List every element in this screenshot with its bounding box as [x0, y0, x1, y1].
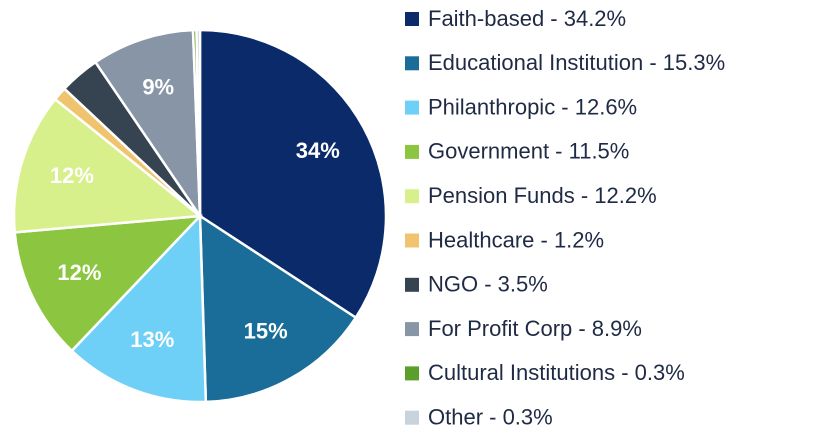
- legend-swatch: [405, 144, 419, 159]
- pie-slice: [70, 212, 208, 404]
- legend-swatch: [405, 233, 419, 248]
- legend-label: Government - 11.5%: [428, 139, 629, 164]
- legend-swatch: [405, 12, 419, 26]
- legend-label: Faith-based - 34.2%: [428, 6, 626, 31]
- legend-label: Other - 0.3%: [428, 405, 553, 429]
- legend-label: Healthcare - 1.2%: [428, 227, 604, 252]
- legend-swatch: [405, 366, 419, 381]
- legend-swatch: [405, 189, 419, 204]
- legend-label: Cultural Institutions - 0.3%: [428, 360, 685, 385]
- legend-label: NGO - 3.5%: [428, 272, 548, 297]
- pie-slice: [12, 97, 204, 234]
- legend-swatch: [405, 410, 419, 425]
- pie-slice: [195, 28, 202, 217]
- pie-slice: [13, 214, 204, 353]
- legend-label: Educational Institution - 15.3%: [428, 50, 725, 75]
- legend-label: Philanthropic - 12.6%: [428, 94, 637, 119]
- pie-slice: [93, 28, 202, 221]
- legend-swatch: [405, 100, 419, 115]
- slice-label: 15%: [244, 319, 288, 344]
- slice-label: 13%: [130, 327, 174, 352]
- slice-label: 12%: [50, 163, 94, 188]
- legend-swatch: [405, 322, 419, 337]
- slice-label: 34%: [296, 138, 340, 163]
- slice-label: 12%: [57, 260, 101, 285]
- legend-swatch: [405, 56, 419, 71]
- legend-label: For Profit Corp - 8.9%: [428, 316, 642, 341]
- slice-label: 9%: [142, 75, 174, 100]
- legend-swatch: [405, 277, 419, 292]
- legend-label: Pension Funds - 12.2%: [428, 183, 657, 208]
- pie-slice: [198, 213, 358, 404]
